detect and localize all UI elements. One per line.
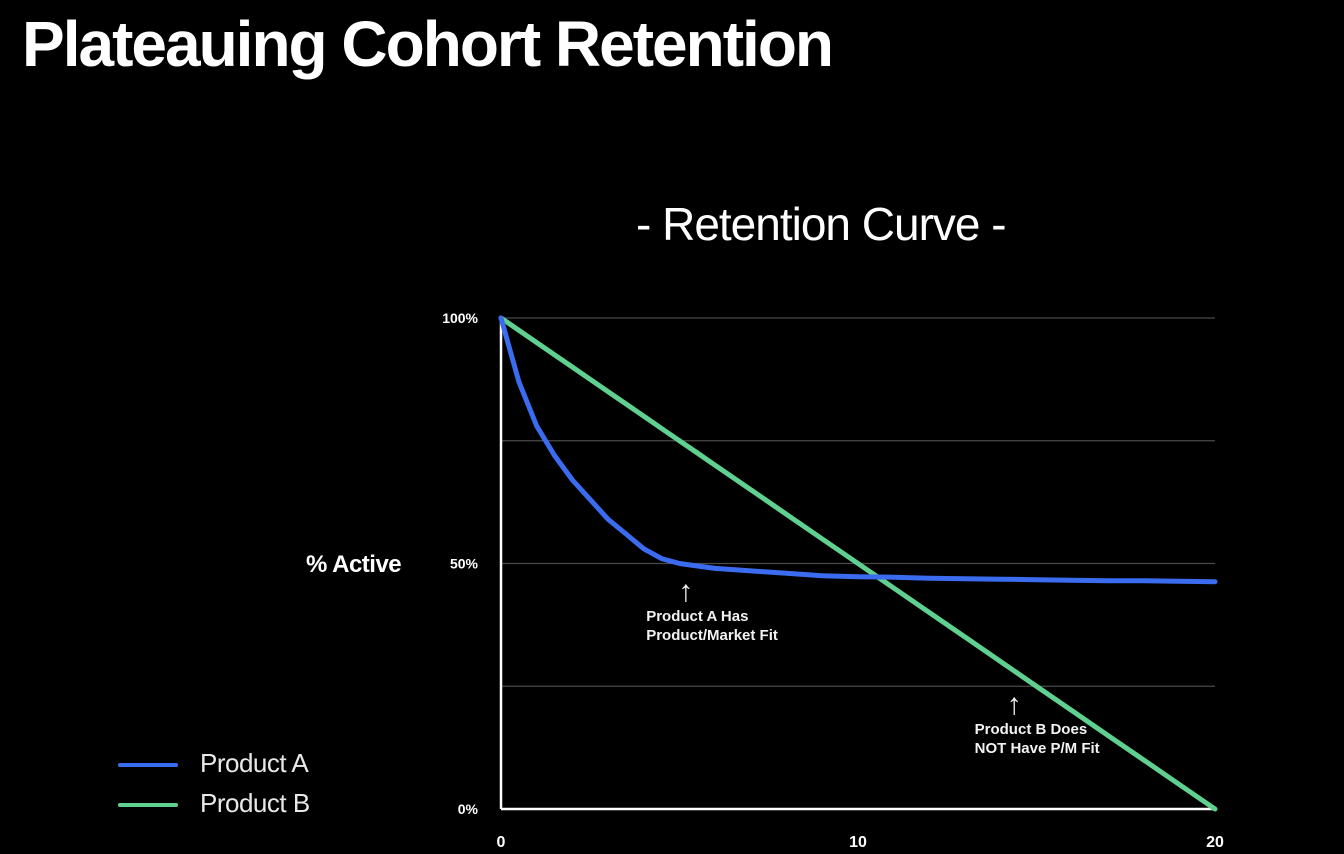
series-line-product-b	[498, 315, 1218, 812]
x-tick-label: 0	[497, 834, 506, 851]
y-tick-label: 0%	[458, 801, 479, 817]
y-tick-label: 50%	[450, 556, 479, 572]
legend-label-product-b: Product B	[200, 788, 310, 818]
legend: Product A Product B	[118, 746, 358, 826]
x-tick-label: 20	[1206, 834, 1224, 851]
legend-swatch-product-a	[118, 763, 178, 767]
annotation-text: Product B Does NOT Have P/M Fit	[974, 721, 1100, 758]
page-title: Plateauing Cohort Retention	[22, 8, 834, 80]
up-arrow-icon: ↑	[1006, 688, 1022, 722]
x-tick-label: 10	[849, 834, 867, 851]
legend-item-product-b: Product B	[118, 786, 358, 826]
annotation-text: Product A Has Product/Market Fit	[646, 608, 778, 645]
up-arrow-icon: ↑	[678, 575, 694, 609]
legend-swatch-product-b	[118, 803, 178, 807]
y-tick-label: 100%	[442, 310, 478, 326]
series-line-product-a	[498, 315, 1218, 585]
legend-item-product-a: Product A	[118, 746, 358, 786]
annotation-product-a: ↑ Product A Has Product/Market Fit	[646, 577, 778, 645]
annotation-product-b: ↑ Product B Does NOT Have P/M Fit	[975, 690, 1100, 758]
legend-label-product-a: Product A	[200, 748, 309, 778]
y-axis-label: % Active	[306, 551, 402, 578]
chart-title: - Retention Curve -	[636, 198, 1007, 250]
